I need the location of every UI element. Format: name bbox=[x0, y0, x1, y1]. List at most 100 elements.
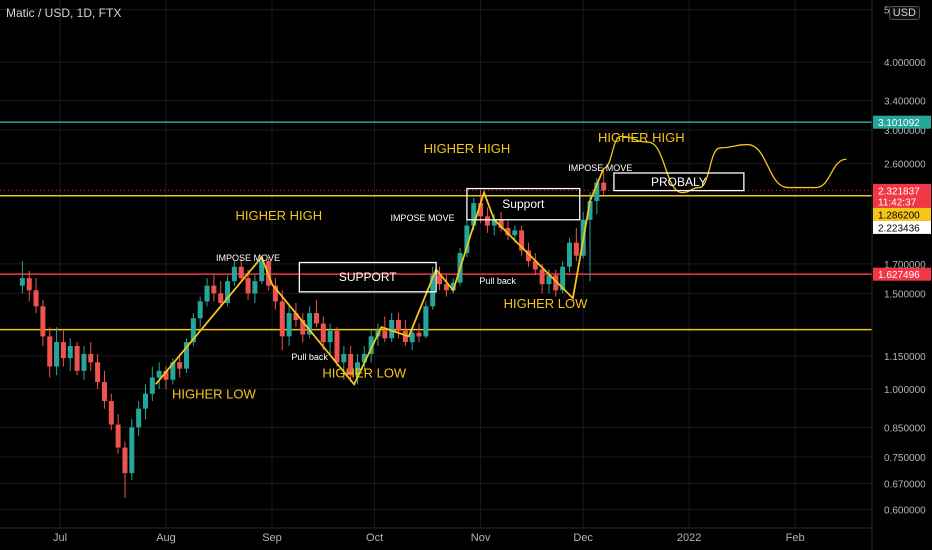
candle-body bbox=[512, 230, 518, 236]
x-tick-label: Sep bbox=[262, 532, 282, 544]
y-tick-label: 0.750000 bbox=[884, 453, 926, 464]
candle-body bbox=[601, 182, 607, 191]
x-tick-label: Nov bbox=[471, 532, 491, 544]
y-tick-label: 3.400000 bbox=[884, 96, 926, 107]
candle-body bbox=[341, 354, 347, 363]
candle-body bbox=[245, 278, 251, 294]
candle-body bbox=[108, 401, 114, 425]
price-badge bbox=[873, 194, 931, 208]
candle-body bbox=[115, 424, 121, 448]
candle-body bbox=[149, 377, 155, 394]
candle-body bbox=[136, 408, 142, 428]
price-badges: 3.1010922.32183711:42:372.2696712.223436… bbox=[873, 115, 931, 281]
candle-body bbox=[259, 261, 265, 282]
y-tick-label: 5. bbox=[884, 6, 892, 17]
currency-button[interactable]: USD bbox=[888, 6, 920, 20]
candle-body bbox=[573, 242, 579, 256]
candle-body bbox=[238, 266, 244, 279]
candle-body bbox=[293, 313, 299, 321]
annotation-label: HIGHER LOW bbox=[504, 296, 589, 311]
candle-body bbox=[525, 250, 531, 262]
y-tick-label: 1.500000 bbox=[884, 289, 926, 300]
candle-body bbox=[184, 342, 190, 369]
candle-body bbox=[40, 306, 46, 337]
candle-body bbox=[101, 382, 107, 402]
y-tick-label: 1.700000 bbox=[884, 260, 926, 271]
candle-body bbox=[498, 219, 504, 228]
annotation-label: HIGHER LOW bbox=[172, 387, 257, 402]
candle-body bbox=[505, 227, 511, 236]
annotation-label: Pull back bbox=[479, 276, 516, 286]
y-tick-label: 2.600000 bbox=[884, 160, 926, 171]
candle-body bbox=[519, 230, 525, 251]
x-axis[interactable]: Jul Aug Sep Oct Nov Dec 2022 Feb bbox=[0, 527, 872, 544]
x-tick-label: Dec bbox=[573, 532, 593, 544]
candle-body bbox=[19, 278, 25, 286]
candle-body bbox=[594, 182, 600, 201]
price-badge bbox=[873, 220, 931, 234]
candle-body bbox=[170, 362, 176, 380]
horizontal-levels bbox=[0, 121, 872, 331]
candle-body bbox=[272, 285, 278, 302]
candle-body bbox=[539, 269, 545, 285]
candle-body bbox=[423, 306, 429, 337]
x-tick-label: Aug bbox=[156, 532, 176, 544]
candle-body bbox=[382, 330, 388, 339]
price-badge bbox=[873, 115, 931, 129]
candle-body bbox=[231, 266, 237, 282]
zone-box-label: Support bbox=[502, 197, 545, 211]
candle-body bbox=[566, 242, 572, 267]
candle-body bbox=[122, 447, 128, 474]
candle-body bbox=[47, 336, 53, 367]
y-tick-label: 1.150000 bbox=[884, 352, 926, 363]
annotation-label: HIGHER HIGH bbox=[598, 130, 685, 145]
candle-body bbox=[402, 330, 408, 343]
candle-body bbox=[430, 275, 436, 307]
candle-body bbox=[396, 320, 402, 331]
zone-box-label: PROBALY bbox=[651, 175, 707, 189]
y-tick-label: 0.600000 bbox=[884, 505, 926, 516]
candle-body bbox=[218, 293, 224, 304]
annotation-label: HIGHER LOW bbox=[322, 365, 407, 380]
candle-body bbox=[279, 301, 285, 337]
candle-body bbox=[416, 332, 422, 337]
candle-body bbox=[252, 281, 258, 294]
annotation-label: Pull back bbox=[291, 352, 328, 362]
y-tick-label: 0.850000 bbox=[884, 423, 926, 434]
price-badge-label: 2.223436 bbox=[878, 223, 920, 234]
zone-box bbox=[298, 261, 437, 293]
projection-curve bbox=[603, 135, 847, 194]
candle-body bbox=[532, 261, 538, 270]
price-badge-label: 11:42:37 bbox=[878, 197, 917, 208]
y-axis[interactable]: 5. 4.000000 3.400000 3.000000 2.600000 1.7000… bbox=[871, 0, 926, 550]
candle-body bbox=[300, 320, 306, 335]
candle-body bbox=[553, 275, 559, 291]
candle-body bbox=[464, 225, 470, 254]
candle-body bbox=[491, 219, 497, 226]
candle-body bbox=[354, 362, 360, 376]
candle-body bbox=[320, 323, 326, 343]
candle-body bbox=[156, 370, 162, 378]
candle-body bbox=[81, 354, 87, 371]
zone-box bbox=[613, 172, 745, 192]
candle-body bbox=[471, 203, 477, 226]
annotation-label: IMPOSE MOVE bbox=[390, 213, 454, 223]
candle-body bbox=[478, 203, 484, 217]
candle-body bbox=[560, 266, 566, 291]
annotation-label: IMPOSE MOVE bbox=[216, 253, 280, 263]
annotation-label: HIGHER HIGH bbox=[424, 141, 511, 156]
candle-body bbox=[307, 313, 313, 335]
symbol-title: Matic / USD, 1D, FTX bbox=[6, 6, 122, 20]
candle-body bbox=[60, 342, 66, 359]
x-tick-label: Feb bbox=[786, 532, 805, 544]
candle-body bbox=[334, 330, 340, 363]
x-tick-label: Oct bbox=[366, 532, 383, 544]
candle-body bbox=[546, 275, 552, 285]
candle-body bbox=[204, 285, 210, 302]
x-tick-label: 2022 bbox=[677, 532, 701, 544]
y-tick-label: 0.670000 bbox=[884, 479, 926, 490]
candle-body bbox=[409, 332, 415, 343]
candle-body bbox=[142, 393, 148, 409]
candle-body bbox=[190, 318, 196, 343]
